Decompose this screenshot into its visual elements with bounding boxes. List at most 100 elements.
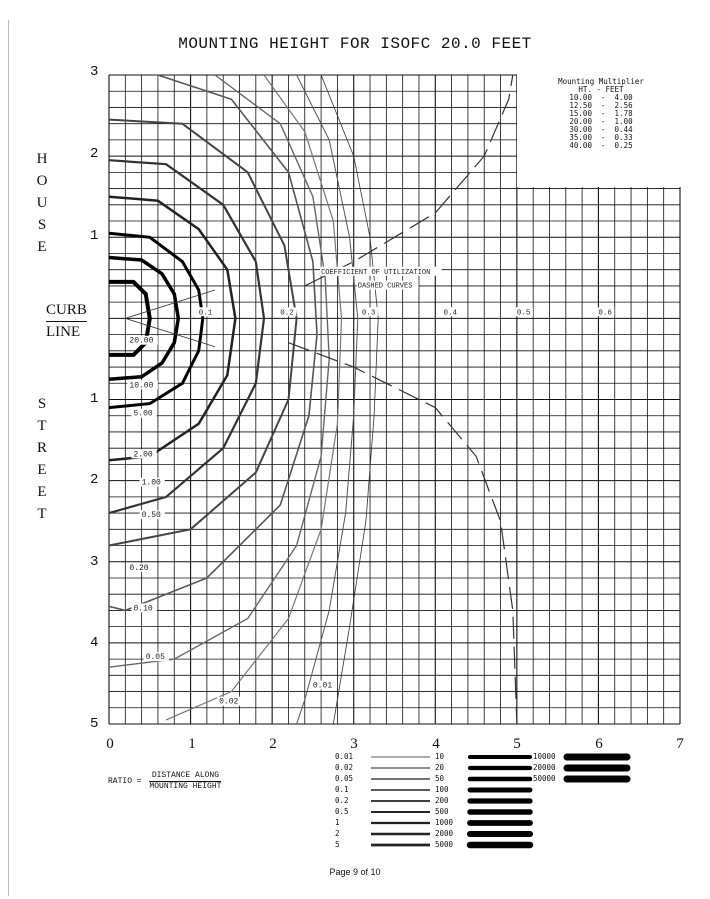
- multiplier-title: Mounting Multiplier: [558, 77, 644, 86]
- label-background: [131, 408, 157, 418]
- contour-0-5: [108, 118, 298, 547]
- contour-0-1: [108, 74, 330, 668]
- x-tick-4: 4: [432, 736, 440, 752]
- multiplier-row: 35.00 - 0.33: [569, 133, 633, 142]
- cu-leader-line: [125, 289, 216, 319]
- contour-label: 20.00: [129, 337, 153, 346]
- multiplier-row: 40.00 - 0.25: [569, 141, 633, 150]
- cu-dashed-curves: [125, 74, 518, 725]
- cu-curve-house: [304, 74, 514, 287]
- cu-annotation: DASHED CURVES: [358, 283, 413, 291]
- y-tick-street-4: 4: [90, 635, 99, 651]
- legend-value: 10: [435, 752, 445, 761]
- x-tick-5: 5: [513, 736, 521, 752]
- house-letter: E: [37, 239, 47, 255]
- contour-10: [108, 255, 181, 381]
- curb-label-top: CURB: [46, 300, 87, 322]
- cu-annotation: COEFFICIENT OF UTILIZATION: [321, 269, 430, 277]
- label-background: [217, 696, 243, 706]
- street-letter: E: [37, 484, 47, 500]
- contour-2: [108, 195, 237, 462]
- legend-row: 2 2000: [335, 829, 635, 840]
- legend-value: 1: [335, 818, 340, 827]
- contour-0-05: [165, 74, 343, 721]
- house-label: H O U S E: [36, 148, 48, 258]
- street-letter: S: [37, 396, 47, 412]
- multiplier-row: 20.00 - 1.00: [569, 117, 633, 126]
- multiplier-row: 12.50 - 2.56: [569, 101, 633, 110]
- legend-value: 50: [435, 774, 445, 783]
- y-tick-street-2: 2: [90, 472, 99, 488]
- contour-labels: 20.00 10.00 5.00 2.00 1.00 0.50 0.20 0.10 0.05 0.…: [127, 266, 615, 707]
- curb-line-label: CURB LINE: [46, 300, 87, 342]
- contour-label: 0.01: [313, 681, 332, 690]
- street-letter: R: [36, 440, 47, 456]
- multiplier-row: 30.00 - 0.44: [569, 125, 633, 134]
- y-tick-street-3: 3: [90, 554, 99, 570]
- label-background: [131, 449, 157, 459]
- contour-0-01: [320, 74, 379, 725]
- contour-label: 1.00: [142, 479, 161, 488]
- house-letter: H: [36, 151, 48, 167]
- legend-value: 1000: [435, 818, 454, 827]
- legend-value: 0.5: [335, 807, 349, 816]
- legend-value: 20: [435, 763, 445, 772]
- ratio-prefix: RATIO =: [108, 777, 142, 787]
- cu-label-background: [196, 307, 215, 317]
- label-background: [143, 652, 169, 662]
- contour-20: [109, 279, 152, 357]
- legend-value: 2: [335, 829, 340, 838]
- street-letter: T: [37, 418, 47, 434]
- x-tick-6: 6: [595, 736, 603, 752]
- legend-value: 20000: [533, 763, 556, 772]
- legend-row: 5 5000: [335, 840, 635, 851]
- ratio-denominator: MOUNTING HEIGHT: [149, 782, 222, 791]
- legend-value: 0.01: [335, 752, 354, 761]
- street-letter: T: [37, 506, 47, 522]
- legend-rows: 0.01 10 10000 0.02 20 20000 0.05 50 50000 0.1 1…: [335, 752, 635, 851]
- x-tick-1: 1: [188, 736, 196, 752]
- cu-label: 0.2: [280, 309, 294, 317]
- x-tick-0: 0: [106, 736, 114, 752]
- legend-row: 0.5 500: [335, 807, 635, 818]
- contour-label: 0.10: [133, 604, 152, 613]
- cu-label: 0.6: [598, 309, 612, 317]
- cu-annotation-background: [356, 280, 419, 290]
- contour-5: [108, 231, 205, 410]
- mounting-multiplier-table: Mounting Multiplier HT. - FEET 10.00 - 4…: [520, 78, 682, 150]
- label-background: [127, 380, 158, 390]
- legend-row: 0.02 20 20000: [335, 763, 635, 774]
- cu-label: 0.3: [362, 309, 376, 317]
- contour-1: [108, 159, 266, 515]
- cu-annotation-background: [320, 266, 442, 276]
- street-letter: E: [37, 462, 47, 478]
- cu-label-background: [278, 307, 297, 317]
- contour-label: 0.20: [129, 564, 148, 573]
- cu-label: 0.4: [443, 309, 457, 317]
- contour-label: 0.50: [142, 511, 161, 520]
- legend-row: 0.05 50 50000: [335, 774, 635, 785]
- page-edge: [8, 20, 9, 896]
- contour-0-02: [296, 74, 359, 725]
- page-footer: Page 9 of 10: [329, 867, 381, 877]
- multiplier-header: HT. - FEET: [578, 85, 624, 94]
- x-tick-7: 7: [676, 736, 684, 752]
- cu-label-background: [441, 307, 460, 317]
- cu-leader-line: [125, 317, 216, 348]
- legend-value: 500: [435, 807, 449, 816]
- house-letter: S: [37, 217, 47, 233]
- contour-label: 2.00: [133, 450, 152, 459]
- legend-value: 10000: [533, 752, 556, 761]
- label-background: [139, 477, 165, 487]
- contour-0-2: [108, 74, 318, 612]
- cu-label-background: [514, 307, 533, 317]
- isofootcandle-contours: [108, 74, 379, 725]
- ratio-numerator: DISTANCE ALONG: [149, 771, 222, 782]
- house-letter: U: [36, 195, 48, 211]
- line-weight-legend: 0.01 10 10000 0.02 20 20000 0.05 50 50000 0.1 1…: [335, 752, 635, 851]
- cu-label-background: [596, 307, 615, 317]
- ratio-formula: RATIO = DISTANCE ALONG MOUNTING HEIGHT: [108, 771, 222, 791]
- x-tick-2: 2: [269, 736, 277, 752]
- legend-row: 0.1 100: [335, 785, 635, 796]
- contour-label: 0.05: [146, 653, 165, 662]
